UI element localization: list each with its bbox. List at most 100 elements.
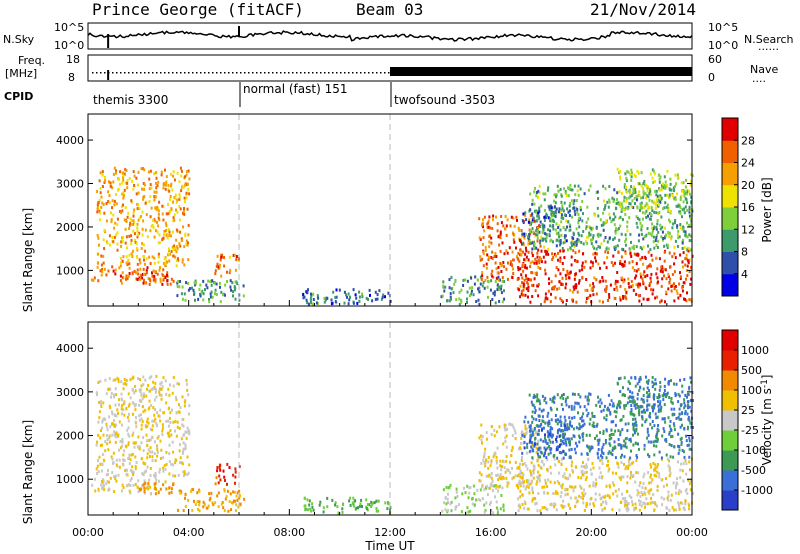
scatter-cell bbox=[663, 206, 666, 210]
scatter-cell bbox=[169, 194, 172, 198]
scatter-cell bbox=[548, 432, 551, 436]
scatter-cell bbox=[513, 233, 516, 237]
scatter-cell bbox=[118, 465, 121, 469]
scatter-cell bbox=[130, 223, 133, 226]
scatter-cell bbox=[630, 408, 633, 411]
scatter-cell bbox=[502, 503, 505, 507]
scatter-cell bbox=[183, 263, 186, 267]
scatter-cell bbox=[473, 503, 476, 507]
scatter-cell bbox=[654, 468, 657, 472]
scatter-cell bbox=[123, 413, 126, 417]
scatter-cell bbox=[651, 385, 654, 389]
scatter-cell bbox=[565, 443, 568, 447]
scatter-cell bbox=[549, 465, 552, 469]
scatter-cell bbox=[605, 456, 608, 460]
scatter-cell bbox=[632, 206, 635, 209]
scatter-cell bbox=[218, 263, 221, 267]
scatter-cell bbox=[678, 282, 681, 286]
scatter-cell bbox=[633, 431, 636, 435]
scatter-cell bbox=[528, 393, 531, 397]
scatter-cell bbox=[600, 409, 603, 413]
nsky-label: N.Sky bbox=[3, 33, 35, 46]
scatter-cell bbox=[155, 181, 157, 185]
scatter-cell bbox=[613, 410, 616, 414]
scatter-cell bbox=[686, 395, 688, 399]
scatter-cell bbox=[661, 417, 664, 421]
scatter-cell bbox=[100, 195, 103, 199]
scatter-cell bbox=[580, 470, 583, 474]
scatter-cell bbox=[538, 429, 541, 433]
scatter-cell bbox=[149, 455, 151, 458]
scatter-cell bbox=[224, 283, 227, 287]
scatter-cell bbox=[533, 261, 536, 265]
scatter-cell bbox=[565, 239, 568, 243]
scatter-cell bbox=[640, 491, 643, 494]
scatter-cell bbox=[668, 459, 670, 463]
scatter-cell bbox=[657, 173, 660, 177]
scatter-cell bbox=[124, 382, 127, 385]
scatter-cell bbox=[162, 204, 165, 208]
scatter-cell bbox=[315, 301, 318, 305]
scatter-cell bbox=[678, 412, 681, 416]
scatter-cell bbox=[638, 190, 641, 194]
scatter-cell bbox=[582, 252, 584, 256]
scatter-cell bbox=[553, 287, 556, 291]
scatter-cell bbox=[499, 464, 502, 468]
scatter-cell bbox=[652, 169, 655, 173]
scatter-cell bbox=[479, 275, 482, 279]
scatter-cell bbox=[127, 392, 130, 396]
scatter-cell bbox=[232, 290, 234, 294]
scatter-cell bbox=[118, 458, 121, 462]
scatter-cell bbox=[625, 206, 627, 210]
scatter-cell bbox=[660, 265, 663, 269]
scatter-cell bbox=[562, 407, 564, 411]
scatter-cell bbox=[683, 455, 686, 459]
scatter-cell bbox=[162, 236, 165, 240]
scatter-cell bbox=[181, 260, 184, 264]
scatter-cell bbox=[118, 403, 120, 407]
scatter-cell bbox=[626, 509, 629, 513]
scatter-cell bbox=[519, 475, 522, 479]
scatter-cell bbox=[584, 492, 587, 496]
scatter-cell bbox=[655, 444, 658, 448]
scatter-cell bbox=[555, 435, 558, 439]
scatter-cell bbox=[546, 214, 549, 218]
scatter-cell bbox=[170, 433, 173, 437]
scatter-cell bbox=[565, 467, 568, 471]
scatter-cell bbox=[98, 209, 101, 213]
scatter-cell bbox=[632, 192, 635, 196]
scatter-cell bbox=[185, 173, 188, 177]
scatter-cell bbox=[598, 438, 601, 442]
scatter-cell bbox=[545, 456, 548, 459]
scatter-cell bbox=[111, 206, 113, 210]
scatter-cell bbox=[450, 297, 453, 301]
scatter-cell bbox=[483, 286, 486, 290]
scatter-cell bbox=[604, 203, 607, 207]
scatter-cell bbox=[655, 198, 658, 202]
scatter-cell bbox=[587, 188, 590, 192]
scatter-cell bbox=[143, 183, 146, 187]
scatter-cell bbox=[103, 247, 106, 250]
scatter-cell bbox=[102, 433, 105, 437]
scatter-cell bbox=[466, 279, 469, 283]
scatter-cell bbox=[568, 223, 571, 227]
scatter-cell bbox=[234, 481, 236, 485]
scatter-cell bbox=[658, 472, 661, 476]
scatter-cell bbox=[158, 470, 161, 474]
scatter-cell bbox=[564, 438, 567, 442]
scatter-cell bbox=[616, 494, 619, 498]
scatter-cell bbox=[139, 388, 142, 392]
scatter-cell bbox=[530, 471, 532, 475]
scatter-cell bbox=[576, 499, 579, 503]
station-title: Prince George (fitACF) bbox=[92, 0, 304, 19]
scatter-cell bbox=[564, 493, 567, 497]
scatter-cell bbox=[581, 219, 584, 223]
scatter-cell bbox=[558, 451, 561, 454]
scatter-cell bbox=[583, 509, 586, 512]
scatter-cell bbox=[547, 423, 550, 427]
scatter-cell bbox=[483, 461, 486, 465]
scatter-cell bbox=[614, 456, 617, 460]
scatter-cell bbox=[235, 255, 238, 258]
scatter-cell bbox=[538, 230, 541, 234]
scatter-cell bbox=[497, 485, 500, 489]
